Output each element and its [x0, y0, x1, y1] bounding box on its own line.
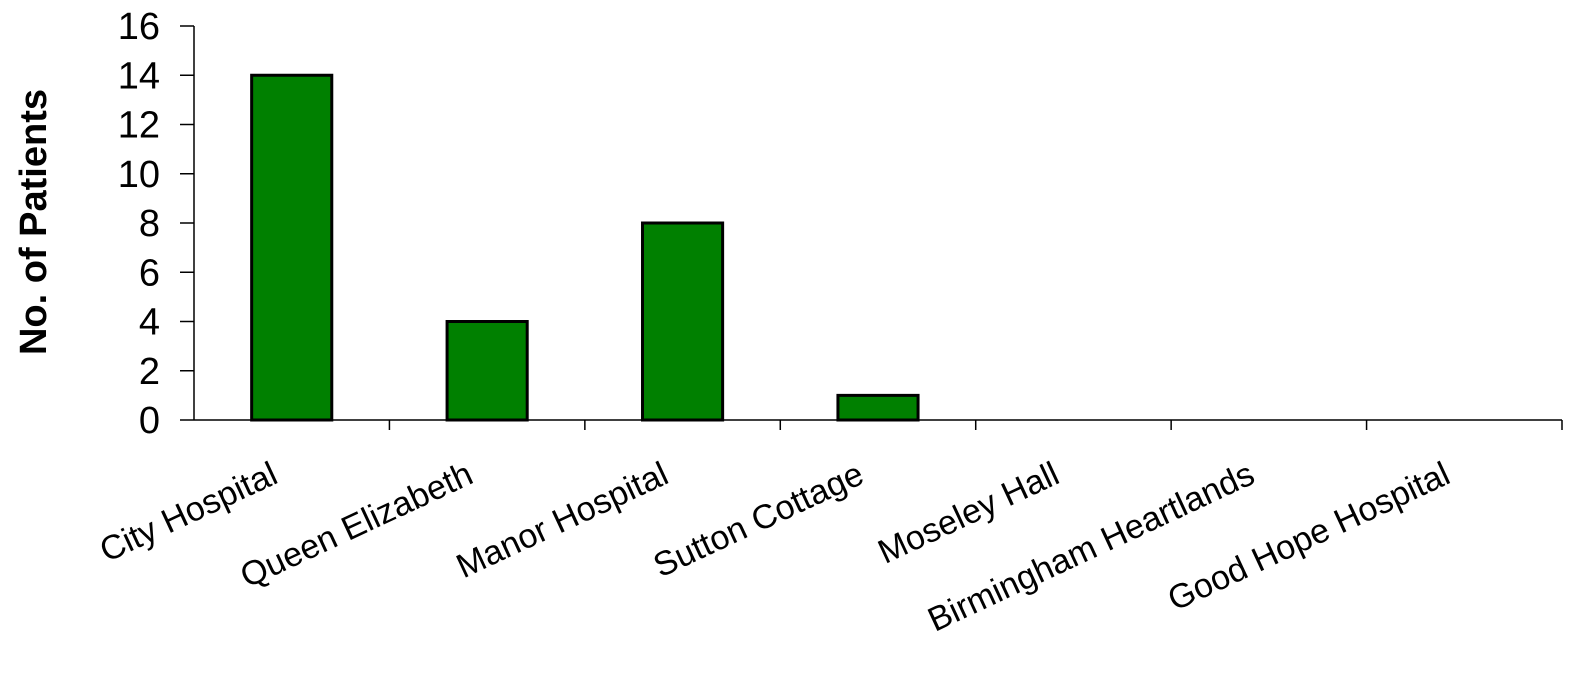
y-tick-label: 0: [139, 400, 160, 442]
y-tick-label: 4: [139, 302, 160, 344]
bar: [250, 73, 334, 422]
x-category-label: Sutton Cottage: [648, 455, 870, 585]
bar: [836, 393, 920, 422]
y-tick-label: 6: [139, 252, 160, 294]
y-axis-title-group: No. of Patients: [13, 89, 55, 355]
y-tick-label: 14: [118, 55, 160, 97]
y-tick-label: 10: [118, 154, 160, 196]
bar: [445, 320, 529, 422]
bars: [250, 73, 920, 422]
y-tick-label: 8: [139, 203, 160, 245]
bar: [641, 221, 725, 422]
axes: [193, 26, 1563, 430]
x-category-label: Birmingham Heartlands: [922, 455, 1260, 640]
y-tick-label: 16: [118, 6, 160, 48]
y-axis-ticks: 0 2 4 6 8 10 12 14 16: [118, 6, 194, 442]
y-axis-title: No. of Patients: [13, 89, 55, 355]
y-tick-label: 12: [118, 105, 160, 147]
x-category-label: Manor Hospital: [451, 455, 674, 586]
y-tick-label: 2: [139, 351, 160, 393]
